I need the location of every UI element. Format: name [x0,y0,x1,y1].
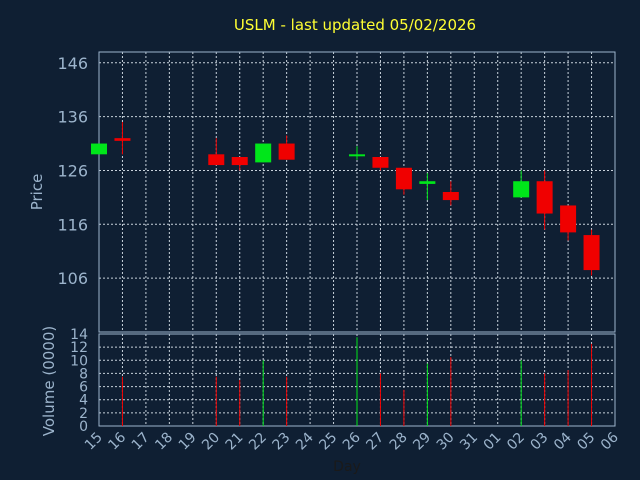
candle-body [255,143,272,163]
day-tick-label: 24 [293,429,317,453]
day-tick-label: 18 [152,430,176,454]
candle-body [349,154,365,157]
day-tick-label: 01 [481,430,505,454]
day-tick-label: 17 [129,430,153,454]
candle-body [560,205,577,233]
candle-body [536,181,553,214]
day-tick-label: 20 [199,430,223,454]
day-tick-label: 04 [551,429,575,453]
volume-tick-label: 6 [79,380,88,396]
x-axis-label: Day [333,459,361,475]
volume-tick-label: 12 [70,340,88,356]
day-tick-label: 26 [340,429,364,453]
candle-body [91,143,107,155]
day-tick-labels: 15 16 17 18 19 20 21 22 23 24 25 26 27 28 29 30 31 01 02 03… [82,429,622,453]
price-tick-label: 146 [57,54,88,73]
volume-bars [121,337,593,426]
day-tick-label: 27 [363,430,387,454]
candle-body [114,138,131,141]
day-tick-label: 19 [176,430,200,454]
y-axis-label: Price [28,174,46,211]
price-panel-frame [98,51,616,333]
candle-body [442,192,459,201]
day-tick-label: 31 [457,430,481,454]
chart-title: USLM - last updated 05/02/2026 [234,16,476,34]
volume-tick-label: 8 [79,366,88,382]
candle-body [372,157,389,168]
day-tick-label: 05 [574,430,598,454]
day-tick-label: 25 [316,430,340,454]
volume-axis-label: Volume (0000) [40,326,58,436]
price-tick-label: 126 [57,161,88,180]
candle-body [513,181,530,198]
volume-tick-label: 4 [79,393,88,409]
candle-body [419,181,436,184]
day-tick-label: 03 [528,430,552,454]
day-tick-label: 30 [434,430,458,454]
day-tick-label: 23 [270,430,294,454]
volume-tick-label: 2 [79,406,88,422]
candle-body [583,235,600,271]
candle-body [231,157,248,166]
volume-tick-label: 14 [70,327,88,343]
price-tick-label: 106 [57,269,88,288]
candlesticks [91,122,600,276]
volume-tick-label: 0 [79,419,88,435]
day-tick-label: 02 [504,430,528,454]
candle-body [278,143,295,160]
day-tick-label: 28 [387,430,411,454]
day-tick-label: 06 [598,429,622,453]
day-tick-label: 29 [410,430,434,454]
price-tick-label: 116 [57,215,88,234]
day-tick-label: 21 [223,430,247,454]
candle-body [208,154,225,166]
day-tick-label: 22 [246,430,270,454]
day-tick-label: 16 [105,429,129,453]
volume-tick-label: 10 [70,353,88,369]
price-tick-label: 136 [57,108,88,127]
price-tick-labels: 106 116 126 136 146 [57,54,88,288]
candle-body [395,167,412,190]
